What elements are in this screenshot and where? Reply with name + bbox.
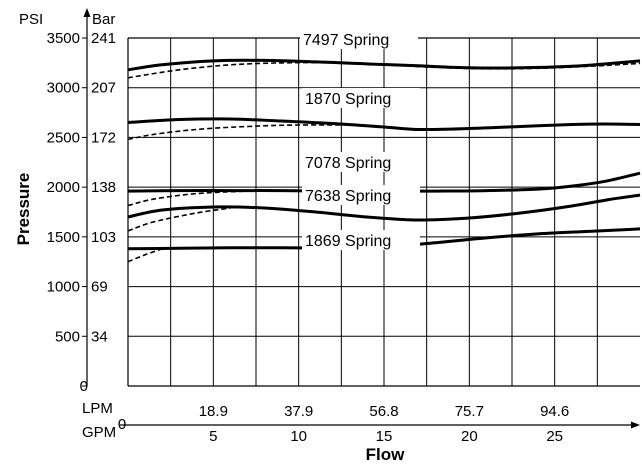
x-tick-label-lpm: 75.7	[455, 403, 484, 420]
x-tick-label-lpm: 94.6	[540, 403, 569, 420]
y-tick-label-psi: 500	[55, 328, 80, 345]
y-tick-label-bar: 172	[91, 129, 116, 146]
x-unit-primary: GPM	[82, 424, 116, 441]
y-unit-secondary: Bar	[92, 11, 115, 28]
y-tick-label-psi: 3000	[47, 80, 80, 97]
series-label-7497-spring: 7497 Spring	[303, 32, 389, 49]
y-tick-label-psi: 0	[80, 378, 88, 395]
y-tick-label-psi: 2500	[47, 129, 80, 146]
series-dashed-1869-spring	[128, 249, 162, 262]
series-label-1869-spring: 1869 Spring	[305, 233, 391, 250]
chart-axes	[82, 8, 640, 429]
y-tick-label-bar: 34	[91, 328, 108, 345]
series-dashed-7078-spring	[128, 191, 248, 205]
x-tick-label-gpm: 25	[546, 428, 563, 445]
y-tick-label-psi: 1000	[47, 279, 80, 296]
y-tick-label-psi: 2000	[47, 179, 80, 196]
y-unit-primary: PSI	[19, 11, 43, 28]
series-label-7638-spring: 7638 Spring	[305, 188, 391, 205]
x-tick-label-gpm: 10	[290, 428, 307, 445]
y-axis-arrow	[84, 8, 91, 17]
y-tick-label-bar: 241	[91, 30, 116, 47]
y-tick-label-bar: 69	[91, 279, 108, 296]
y-axis-title: Pressure	[14, 173, 33, 246]
x-tick-label-gpm: 5	[209, 428, 217, 445]
x-unit-secondary: LPM	[82, 400, 113, 417]
y-tick-label-psi: 3500	[47, 30, 80, 47]
y-tick-label-psi: 1500	[47, 229, 80, 246]
x-tick-label-gpm: 0	[118, 416, 126, 433]
x-axis-title: Flow	[366, 445, 405, 464]
y-tick-label-bar: 138	[91, 179, 116, 196]
series-label-1870-spring: 1870 Spring	[305, 91, 391, 108]
x-tick-label-gpm: 15	[376, 428, 393, 445]
series-label-7078-spring: 7078 Spring	[305, 155, 391, 172]
series-dashed-7638-spring	[128, 208, 230, 231]
y-tick-label-bar: 103	[91, 229, 116, 246]
x-tick-label-lpm: 56.8	[369, 403, 398, 420]
x-tick-label-lpm: 37.9	[284, 403, 313, 420]
x-tick-label-gpm: 20	[461, 428, 478, 445]
x-axis-arrow	[631, 422, 640, 429]
x-tick-label-lpm: 18.9	[199, 403, 228, 420]
y-tick-label-bar: 207	[91, 80, 116, 97]
